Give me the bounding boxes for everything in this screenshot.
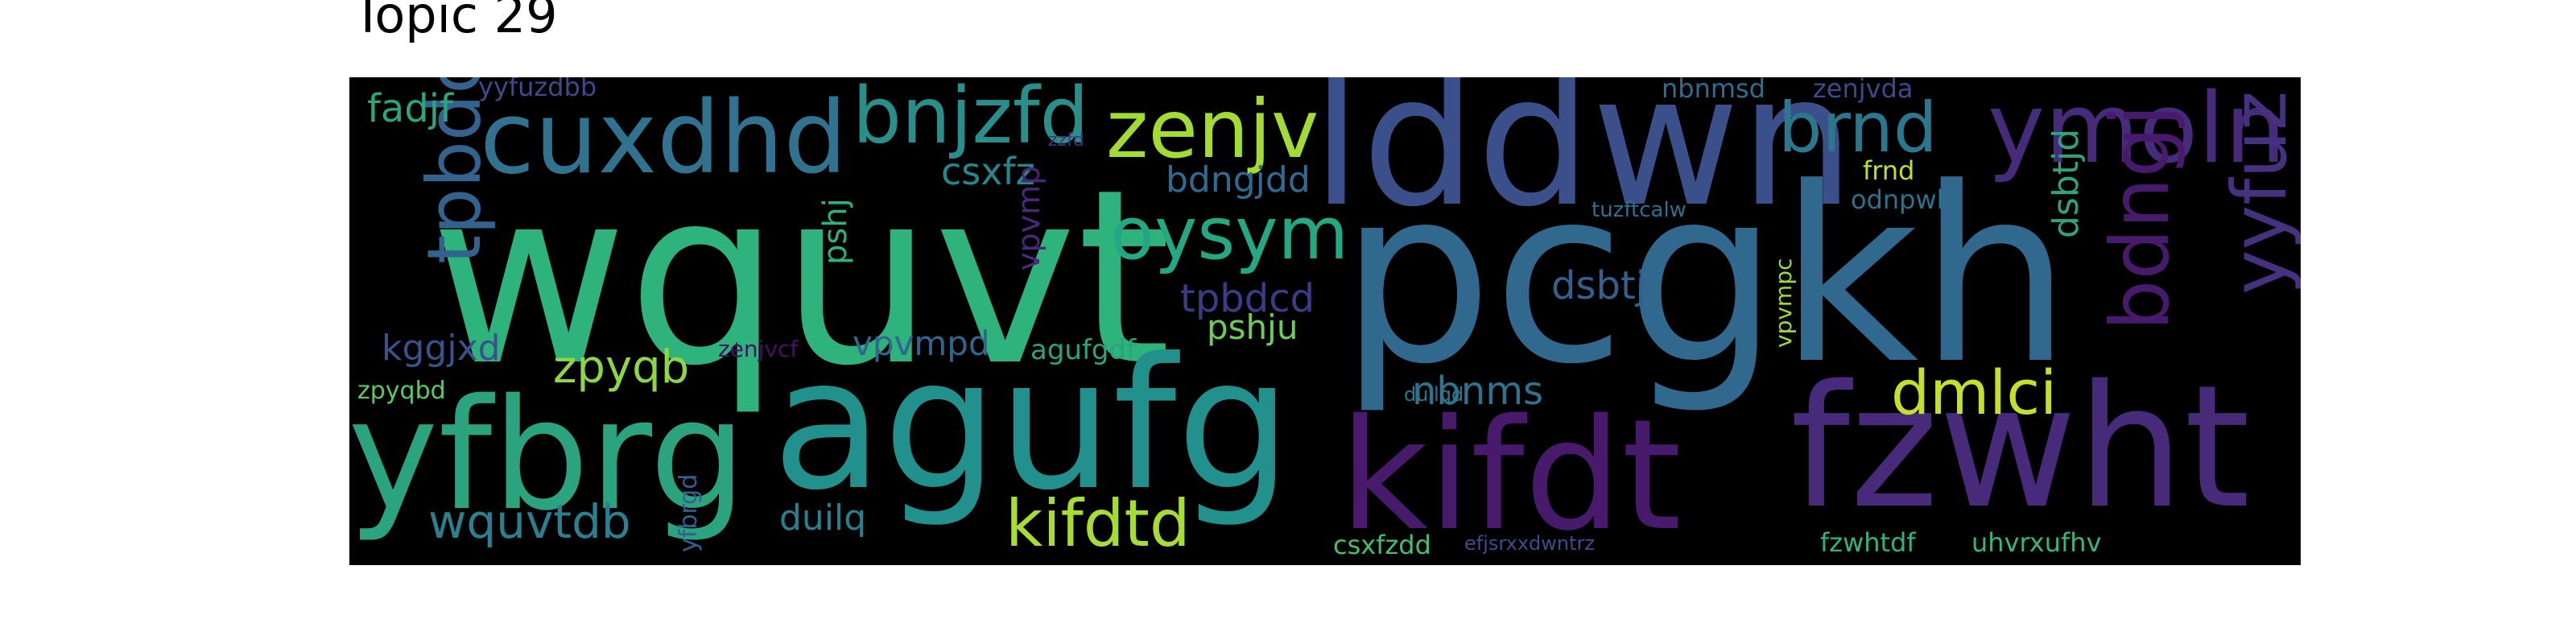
word-brnd: brnd xyxy=(1778,88,1938,168)
word-zpyqb: zpyqb xyxy=(553,341,690,394)
word-yfbrg: yfbrg xyxy=(349,366,747,544)
word-oysym: oysym xyxy=(1110,192,1349,276)
word-csxfzdd: csxfzdd xyxy=(1333,530,1431,560)
word-zenjvcf: zenjvcf xyxy=(718,336,799,362)
word-kifdt: kifdt xyxy=(1340,386,1682,564)
word-vpvmpc: vpvmpc xyxy=(1770,258,1797,348)
word-pshju: pshju xyxy=(1207,308,1298,347)
word-dmlci: dmlci xyxy=(1891,357,2058,428)
word-zenjv: zenjv xyxy=(1106,82,1319,176)
word-agufgdf: agufgdf xyxy=(1030,334,1137,366)
word-fadjf: fadjf xyxy=(367,86,454,131)
word-tuzftcalw: tuzftcalw xyxy=(1591,198,1686,222)
word-yyfuzdbb: yyfuzdbb xyxy=(478,77,597,102)
word-pcgkh: pcgkh xyxy=(1340,136,2072,417)
word-dsbtjd: dsbtjd xyxy=(2046,128,2087,238)
word-efjsrxxdwntrz: efjsrxxdwntrz xyxy=(1464,532,1595,555)
word-fzwhtdf: fzwhtdf xyxy=(1820,527,1916,558)
word-kggjxd: kggjxd xyxy=(382,328,501,369)
word-bdngjdd: bdngjdd xyxy=(1166,159,1311,200)
word-nbnmsd: nbnmsd xyxy=(1662,77,1766,104)
word-wquvt: wquvt xyxy=(430,138,1172,419)
word-dsbtj: dsbtj xyxy=(1551,263,1647,308)
word-zenjvda: zenjvda xyxy=(1813,77,1913,104)
word-ymoln: ymoln xyxy=(1988,77,2286,185)
word-tpbdcd: tpbdcd xyxy=(1180,276,1315,321)
plot-title: Topic 29 xyxy=(353,0,558,44)
word-pshj: pshj xyxy=(817,198,854,265)
word-wquvtdb: wquvtdb xyxy=(428,494,631,549)
word-lddwn: lddwn xyxy=(1311,77,1855,247)
word-zzfd: zzfd xyxy=(1048,130,1084,151)
word-cloud: wquvt pcgkh lddwn agufg kifdt fzwht yfbrg cuxdh… xyxy=(349,77,2301,565)
word-vpvmpd: vpvmpd xyxy=(852,324,990,363)
word-uhvrxufhv: uhvrxufhv xyxy=(1971,527,2102,558)
word-fzwht: fzwht xyxy=(1790,349,2251,546)
word-yyfuz: yyfuz xyxy=(2216,90,2301,295)
word-duilqd: duilqd xyxy=(1404,383,1464,406)
word-frnd: frnd xyxy=(1863,155,1915,186)
word-odnpwl: odnpwl xyxy=(1851,184,1944,215)
word-zpyqbd: zpyqbd xyxy=(357,377,446,405)
word-bnjzfd: bnjzfd xyxy=(852,77,1089,161)
word-bdngj: bdngj xyxy=(2093,104,2187,331)
word-csxfz: csxfz xyxy=(941,150,1035,193)
word-agufg: agufg xyxy=(772,320,1292,530)
word-kifdtd: kifdtd xyxy=(1005,486,1191,561)
word-yfbrgd: yfbrgd xyxy=(675,473,703,552)
word-duilq: duilq xyxy=(779,497,867,539)
word-cuxdhd: cuxdhd xyxy=(480,80,848,196)
word-nbnms: nbnms xyxy=(1412,369,1544,414)
word-vpvmp: vpvmp xyxy=(1011,165,1046,270)
